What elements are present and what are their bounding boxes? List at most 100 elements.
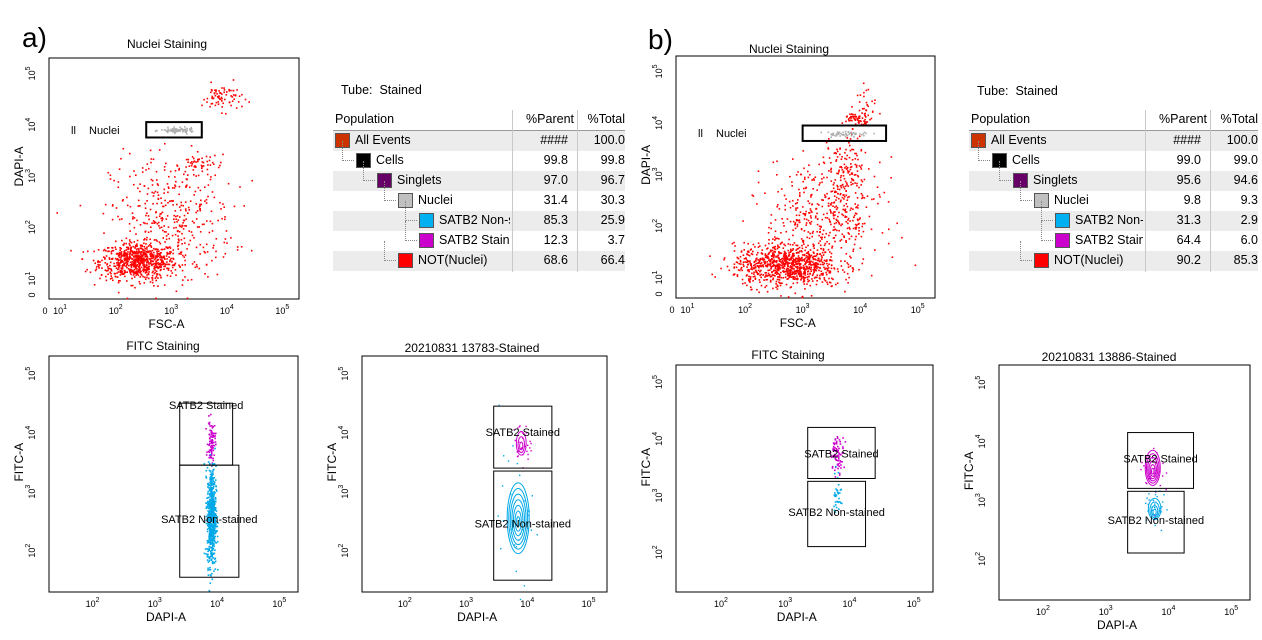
event-dot bbox=[782, 261, 785, 264]
event-dot bbox=[126, 260, 128, 262]
table-row[interactable]: NOT(Nuclei) 68.6 66.4 bbox=[333, 251, 625, 271]
percent-total: 30.3 bbox=[600, 193, 625, 207]
event-dot bbox=[206, 518, 209, 521]
event-dot bbox=[828, 170, 830, 172]
event-dot bbox=[143, 258, 146, 261]
event-dot bbox=[126, 196, 128, 199]
event-dot bbox=[211, 526, 214, 529]
tick-label: 104 bbox=[220, 304, 234, 316]
event-dot bbox=[828, 281, 831, 284]
event-dot bbox=[820, 270, 823, 273]
event-dot bbox=[211, 525, 213, 527]
event-dot bbox=[816, 274, 819, 276]
event-dot bbox=[793, 270, 796, 272]
event-dot bbox=[795, 209, 797, 211]
event-dot bbox=[823, 277, 826, 279]
event-dot bbox=[767, 264, 770, 266]
event-dot bbox=[813, 271, 815, 273]
event-dot bbox=[783, 252, 786, 255]
event-dot bbox=[213, 552, 216, 555]
event-dot bbox=[844, 157, 846, 160]
event-dot bbox=[791, 249, 794, 252]
event-dot bbox=[172, 252, 174, 255]
event-dot bbox=[793, 253, 795, 255]
table-row[interactable]: All Events #### 100.0 bbox=[333, 131, 625, 151]
event-dot bbox=[873, 175, 876, 178]
event-dot bbox=[118, 280, 120, 282]
outlier-dot bbox=[526, 527, 529, 530]
event-dot bbox=[170, 257, 172, 260]
event-dot bbox=[133, 276, 136, 278]
event-dot bbox=[774, 239, 776, 241]
event-dot bbox=[183, 219, 186, 222]
event-dot bbox=[823, 266, 825, 269]
event-dot bbox=[826, 283, 829, 286]
event-dot bbox=[213, 444, 216, 447]
event-dot bbox=[838, 131, 841, 134]
event-dot bbox=[792, 229, 794, 231]
percent-parent: 95.6 bbox=[1176, 173, 1201, 187]
event-dot bbox=[200, 203, 203, 206]
event-dot bbox=[208, 523, 211, 525]
event-dot bbox=[772, 252, 774, 254]
table-row[interactable]: Singlets 95.6 94.6 bbox=[969, 171, 1258, 191]
outlier-dot bbox=[1154, 472, 1156, 474]
event-dot bbox=[211, 474, 213, 476]
event-dot bbox=[176, 221, 178, 223]
event-dot bbox=[210, 81, 212, 84]
event-dot bbox=[159, 255, 162, 257]
event-dot bbox=[803, 167, 805, 170]
event-dot bbox=[834, 511, 837, 514]
event-dot bbox=[213, 523, 216, 525]
event-dot bbox=[830, 136, 832, 138]
event-dot bbox=[163, 188, 166, 191]
event-dot bbox=[790, 276, 792, 278]
event-dot bbox=[208, 560, 211, 562]
event-dot bbox=[831, 134, 833, 136]
table-row[interactable]: Nuclei 9.8 9.3 bbox=[969, 191, 1258, 211]
population-name: SATB2 Stained bbox=[439, 233, 510, 247]
contour-line bbox=[512, 504, 524, 537]
table-row[interactable]: SATB2 Stained64.46.0 bbox=[969, 231, 1258, 251]
event-dot bbox=[225, 230, 228, 232]
event-dot bbox=[191, 161, 193, 163]
event-dot bbox=[211, 462, 214, 465]
event-dot bbox=[205, 502, 207, 504]
event-dot bbox=[774, 219, 777, 221]
table-row[interactable]: Singlets 97.0 96.7 bbox=[333, 171, 625, 191]
event-dot bbox=[140, 260, 143, 263]
event-dot bbox=[129, 205, 132, 208]
event-dot bbox=[206, 524, 209, 527]
event-dot bbox=[196, 265, 198, 268]
event-dot bbox=[847, 217, 850, 220]
event-dot bbox=[165, 130, 168, 133]
event-dot bbox=[155, 270, 158, 272]
event-dot bbox=[785, 255, 788, 257]
event-dot bbox=[768, 251, 771, 254]
event-dot bbox=[147, 272, 150, 275]
event-dot bbox=[861, 225, 864, 228]
event-dot bbox=[158, 225, 160, 227]
event-dot bbox=[853, 243, 856, 246]
event-dot bbox=[112, 249, 115, 252]
table-row[interactable]: Cells 99.0 99.0 bbox=[969, 151, 1258, 171]
event-dot bbox=[157, 255, 160, 258]
table-row[interactable]: Nuclei 31.4 30.3 bbox=[333, 191, 625, 211]
event-dot bbox=[859, 120, 861, 122]
table-row[interactable]: SATB2 Stained12.33.7 bbox=[333, 231, 625, 251]
event-dot bbox=[829, 220, 831, 223]
event-dot bbox=[141, 257, 144, 260]
tick-label: 103 bbox=[459, 597, 473, 609]
table-row[interactable]: SATB2 Non-stained85.325.9 bbox=[333, 211, 625, 231]
event-dot bbox=[107, 266, 109, 268]
event-dot bbox=[212, 244, 215, 247]
event-dot bbox=[205, 475, 207, 478]
event-dot bbox=[190, 231, 193, 233]
event-dot bbox=[172, 199, 174, 202]
event-dot bbox=[774, 245, 777, 248]
event-dot bbox=[208, 499, 211, 501]
tick-label: 104 bbox=[1161, 605, 1175, 617]
table-row[interactable]: NOT(Nuclei) 90.2 85.3 bbox=[969, 251, 1258, 271]
gate-label: SATB2 Stained bbox=[486, 427, 560, 439]
event-dot bbox=[783, 251, 786, 253]
